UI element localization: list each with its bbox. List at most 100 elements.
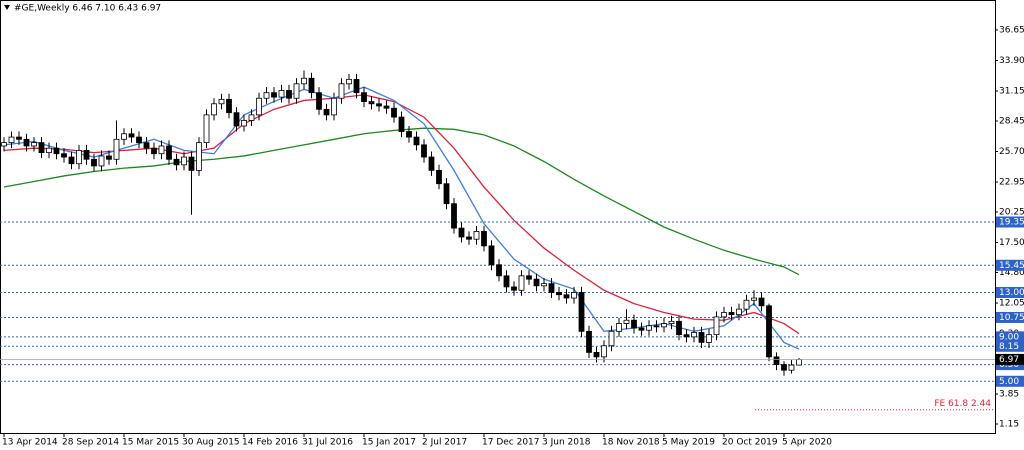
candle-body <box>248 114 255 121</box>
x-tick-label: 18 Nov 2018 <box>602 438 660 448</box>
candle-body <box>586 330 592 353</box>
candle-body <box>496 264 502 277</box>
candle-body <box>683 334 690 338</box>
candle-body <box>443 183 450 205</box>
candle-body <box>241 120 247 127</box>
candle-body <box>98 155 105 167</box>
candle-body <box>391 107 397 118</box>
candle-body <box>473 231 480 240</box>
candle-body <box>158 145 165 155</box>
candle-body <box>428 156 435 171</box>
level-badge <box>996 286 1024 298</box>
x-tick-label: 30 Aug 2015 <box>182 438 240 448</box>
candle-body <box>376 103 382 107</box>
candle-body <box>308 77 315 94</box>
candle-body <box>331 97 337 116</box>
candle-body <box>368 101 375 105</box>
x-tick-label: 13 Apr 2014 <box>2 438 58 448</box>
candle-body <box>788 364 795 371</box>
candle-body <box>601 345 607 358</box>
candle-body <box>706 334 712 343</box>
candle-body <box>608 330 615 347</box>
candle-body <box>646 325 652 331</box>
x-tick-label: 5 Apr 2020 <box>782 438 832 448</box>
y-tick-label: 14.80 <box>999 268 1024 278</box>
candle-body <box>698 332 705 343</box>
candle-body <box>338 83 345 99</box>
candle-body <box>571 292 577 299</box>
candle-body <box>151 147 157 155</box>
level-badge <box>996 331 1024 343</box>
candle-body <box>196 142 202 171</box>
menu-arrow[interactable] <box>4 5 10 10</box>
candle-body <box>16 136 22 140</box>
candle-body <box>113 138 120 160</box>
candle-body <box>128 133 135 138</box>
x-tick-label: 28 Sep 2014 <box>62 438 119 448</box>
candle-body <box>616 323 622 332</box>
fe-label: FE 61.8 2.44 <box>934 399 991 409</box>
candle-body <box>233 112 240 127</box>
candle-body <box>466 236 472 240</box>
candle-body <box>406 131 412 138</box>
candle-body <box>518 275 525 291</box>
candle-body <box>173 158 180 166</box>
x-tick-label: 15 Mar 2015 <box>122 438 179 448</box>
candle-body <box>121 133 127 140</box>
candle-body <box>106 155 112 160</box>
candle-body <box>451 203 457 229</box>
candle-body <box>421 144 427 158</box>
y-tick-label: 25.70 <box>999 147 1024 157</box>
candle-body <box>256 97 262 116</box>
candle-body <box>61 153 67 158</box>
candle-body <box>278 90 285 98</box>
candle-body <box>638 327 645 331</box>
candle-body <box>676 320 682 336</box>
candle-body <box>751 297 757 301</box>
candle-body <box>346 78 352 85</box>
candle-body <box>766 305 772 358</box>
plot-frame <box>0 0 996 434</box>
candle-body <box>691 332 697 338</box>
y-tick-label: 36.65 <box>999 25 1024 35</box>
candle-body <box>383 105 390 109</box>
candle-body <box>488 245 495 266</box>
candle-body <box>481 231 487 247</box>
y-tick-label: 12.05 <box>999 299 1024 309</box>
candle-body <box>211 103 217 116</box>
candle-body <box>226 98 232 114</box>
level-badge <box>996 311 1024 323</box>
candle-body <box>23 138 30 147</box>
candle-body <box>83 150 90 160</box>
candle-body <box>511 286 517 291</box>
candle-body <box>758 297 765 307</box>
candle-body <box>728 312 735 316</box>
candle-body <box>556 292 562 296</box>
candle-body <box>548 283 555 293</box>
x-tick-label: 14 Feb 2016 <box>242 438 298 448</box>
candle-body <box>181 156 187 166</box>
candle-body <box>526 275 532 280</box>
level-label: 13.00 <box>999 288 1024 298</box>
level-badge <box>996 259 1024 271</box>
candle-body <box>353 78 360 94</box>
candle-body <box>631 319 637 329</box>
candle-body <box>68 156 75 165</box>
candle-body <box>458 227 465 238</box>
candle-body <box>1 142 7 147</box>
candle-body <box>578 292 585 332</box>
candle-body <box>271 92 277 98</box>
level-label: 9.00 <box>999 332 1019 342</box>
level-label: 10.75 <box>999 313 1024 323</box>
level-badge <box>996 216 1024 228</box>
candle-body <box>623 319 630 324</box>
candle-body <box>203 114 210 144</box>
candle-body <box>593 352 600 358</box>
candle-body <box>316 92 322 110</box>
x-tick-label: 31 Jul 2016 <box>302 438 353 448</box>
candle-body <box>8 136 15 144</box>
candle-body <box>218 98 225 105</box>
candle-body <box>53 147 60 155</box>
candle-body <box>743 299 750 310</box>
